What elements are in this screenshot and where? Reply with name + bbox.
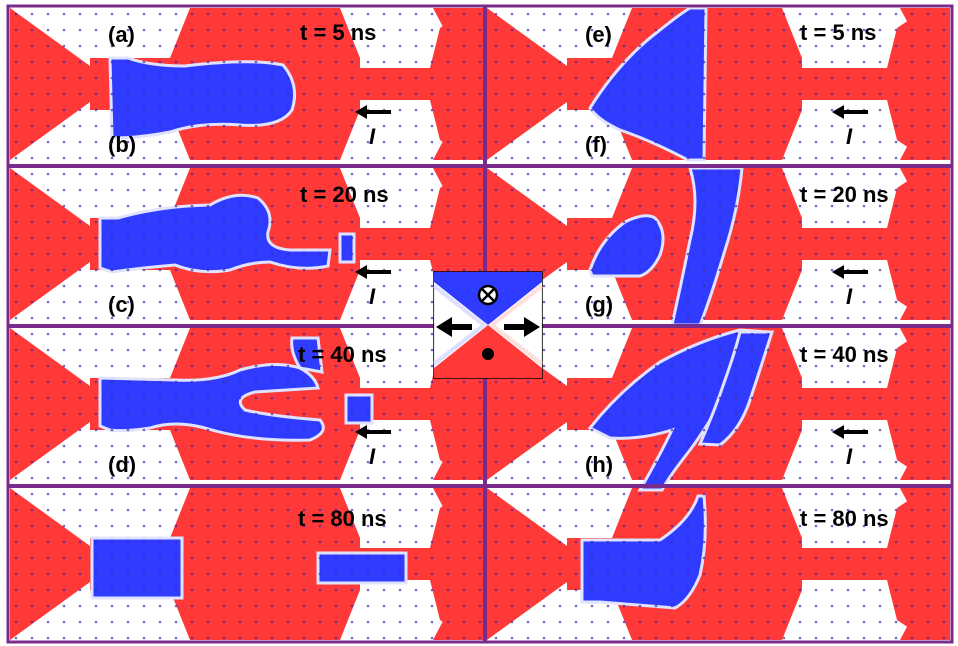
magnetization-dots (14, 12, 946, 640)
current-arrow-icon (355, 105, 391, 119)
time-label: t = 40 ns (800, 342, 889, 367)
panel-label: (b) (108, 132, 136, 157)
legend-box (432, 271, 544, 379)
down-domain-d (90, 536, 184, 600)
current-arrow-icon (832, 425, 868, 439)
time-label: t = 20 ns (300, 182, 389, 207)
time-label: t = 5 ns (300, 20, 376, 45)
simulation-rows (10, 8, 950, 640)
down-domain-d-strip (316, 551, 408, 585)
left-arrow-icon (436, 317, 472, 337)
into-page-icon (477, 284, 499, 306)
panel-label: (f) (585, 132, 607, 157)
down-domain-f-left (588, 214, 665, 278)
panel-label: (c) (108, 292, 135, 317)
down-domain-c-top (290, 336, 324, 374)
current-label: I (369, 124, 376, 149)
panel-label: (a) (108, 22, 135, 47)
current-arrow-icon (355, 265, 391, 279)
current-label: I (369, 444, 376, 469)
panel-label: (g) (585, 292, 613, 317)
current-arrow-icon (832, 265, 868, 279)
down-domain-a (108, 56, 296, 140)
panel-label: (h) (585, 452, 613, 477)
right-column-domains (580, 8, 775, 610)
panel-labels: (a) t = 5 ns (b) t = 20 ns (c) t = 40 ns (d) t … (108, 20, 889, 531)
time-label: t = 20 ns (800, 182, 889, 207)
down-domain-c (98, 363, 325, 442)
time-label: t = 80 ns (800, 506, 889, 531)
down-domain-c-strip (344, 393, 374, 425)
current-arrow-icon (355, 425, 391, 439)
current-label: I (846, 444, 853, 469)
current-arrow-icon (832, 105, 868, 119)
current-label: I (369, 284, 376, 309)
down-domain-e (588, 8, 708, 162)
time-label: t = 5 ns (800, 20, 876, 45)
panel-label: (e) (585, 22, 612, 47)
panel-label: (d) (108, 452, 136, 477)
time-label: t = 40 ns (298, 342, 387, 367)
time-label: t = 80 ns (298, 506, 387, 531)
current-label: I (846, 124, 853, 149)
current-label: I (846, 284, 853, 309)
right-arrow-icon (504, 317, 540, 337)
down-domain-b-strip (338, 232, 356, 264)
out-of-page-icon (482, 348, 494, 360)
